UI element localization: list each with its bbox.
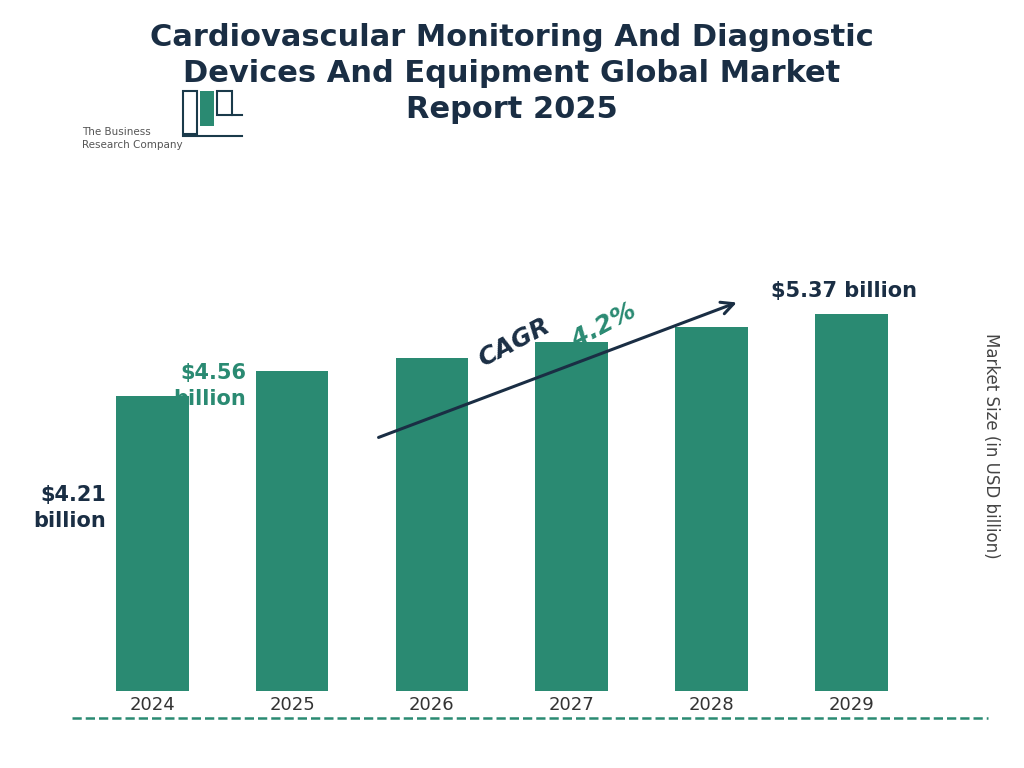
- Bar: [815, 314, 888, 691]
- Text: CAGR: CAGR: [474, 314, 554, 372]
- Text: $5.37 billion: $5.37 billion: [771, 282, 918, 302]
- Bar: [182, 91, 198, 134]
- Text: Market Size (in USD billion): Market Size (in USD billion): [982, 333, 999, 558]
- Text: Cardiovascular Monitoring And Diagnostic
Devices And Equipment Global Market
Rep: Cardiovascular Monitoring And Diagnostic…: [151, 23, 873, 124]
- Text: The Business
Research Company: The Business Research Company: [82, 127, 182, 150]
- Text: 4.2%: 4.2%: [560, 299, 641, 356]
- Text: $4.56
billion: $4.56 billion: [173, 363, 246, 409]
- Bar: [116, 396, 188, 691]
- Bar: [256, 371, 329, 691]
- Text: $4.21
billion: $4.21 billion: [34, 485, 106, 531]
- Bar: [536, 342, 608, 691]
- Bar: [395, 358, 468, 691]
- Bar: [217, 91, 231, 115]
- Bar: [675, 327, 748, 691]
- Bar: [200, 91, 214, 126]
